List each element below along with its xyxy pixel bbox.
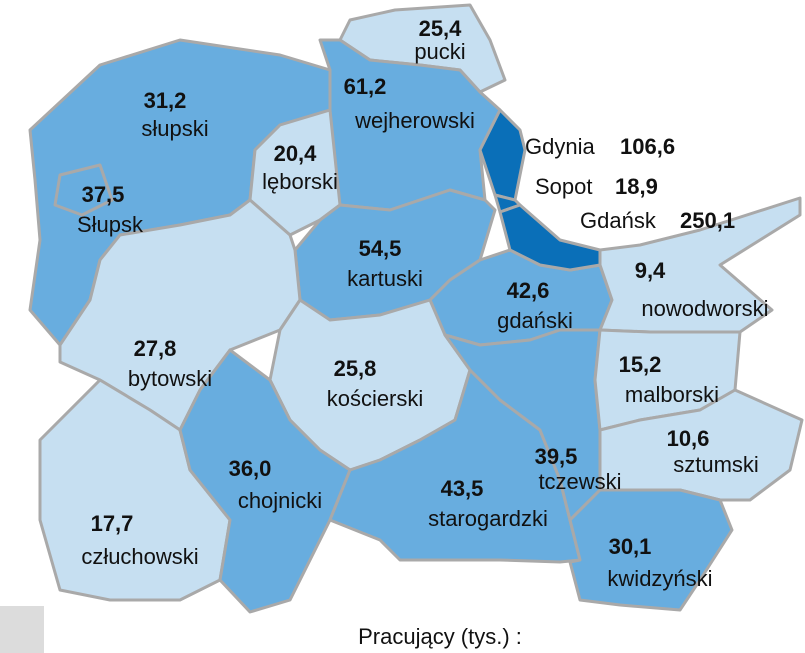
- region-name: słupski: [141, 116, 208, 141]
- region-value: 37,5: [82, 182, 125, 207]
- region-value: 54,5: [359, 236, 402, 261]
- region-value: 17,7: [91, 511, 134, 536]
- region-name: gdański: [497, 308, 573, 333]
- region-value: 31,2: [144, 88, 187, 113]
- region-name: pucki: [414, 39, 465, 64]
- region-name: wejherowski: [354, 108, 475, 133]
- region-value: 15,2: [619, 352, 662, 377]
- region-name: kwidzyński: [607, 566, 712, 591]
- region-name: lęborski: [262, 169, 338, 194]
- region-value: 25,4: [419, 16, 463, 41]
- region: [498, 203, 602, 272]
- region-name: Gdynia: [525, 134, 595, 159]
- region-value: 27,8: [134, 336, 177, 361]
- region-value: 9,4: [635, 258, 666, 283]
- region-value: 61,2: [344, 74, 387, 99]
- region-name: człuchowski: [81, 544, 198, 569]
- region: [568, 196, 802, 334]
- region: [568, 488, 734, 612]
- region-name: bytowski: [128, 366, 212, 391]
- region: [53, 163, 114, 217]
- region-value: 42,6: [507, 278, 550, 303]
- region-value: 250,1: [680, 208, 735, 233]
- region-name: starogardzki: [428, 506, 548, 531]
- region-name: Gdańsk: [580, 208, 657, 233]
- region-value: 39,5: [535, 444, 578, 469]
- corner-box: [0, 606, 44, 653]
- region-value: 36,0: [229, 456, 272, 481]
- region-name: kościerski: [327, 386, 424, 411]
- region-value: 10,6: [667, 426, 710, 451]
- region-name: tczewski: [538, 469, 621, 494]
- region-name: Sopot: [535, 174, 593, 199]
- region-name: malborski: [625, 382, 719, 407]
- region-name: Słupsk: [77, 212, 144, 237]
- region-name: kartuski: [347, 266, 423, 291]
- region-name: nowodworski: [641, 296, 768, 321]
- region-value: 106,6: [620, 134, 675, 159]
- legend-title: Pracujący (tys.) :: [358, 624, 522, 649]
- region-value: 25,8: [334, 356, 377, 381]
- region-value: 20,4: [274, 141, 318, 166]
- region-value: 30,1: [609, 534, 652, 559]
- region-name: sztumski: [673, 452, 759, 477]
- region-value: 18,9: [615, 174, 658, 199]
- region-name: chojnicki: [238, 488, 322, 513]
- region-value: 43,5: [441, 476, 484, 501]
